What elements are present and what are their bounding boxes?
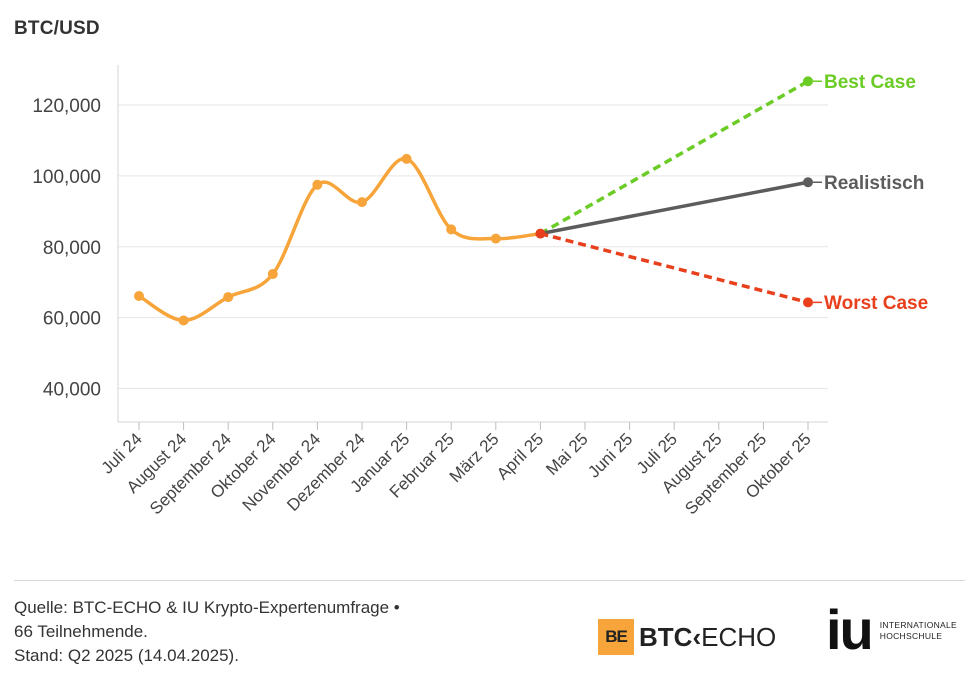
source-note: Quelle: BTC-ECHO & IU Krypto-Expertenumf… [14,596,534,668]
y-tick-label: 80,000 [43,238,101,259]
iu-logo-mark: iu [826,598,874,661]
historical-point [357,197,367,208]
y-tick-label: 60,000 [43,309,101,330]
footer-divider [14,580,965,581]
scenario-end-point [803,177,813,188]
scenario-label: Worst Case [824,293,928,314]
iu-logo-line-2: HOCHSCHULE [879,631,943,641]
iu-logo-line-1: INTERNATIONALE [879,620,958,630]
axes [117,65,828,423]
historical-point [312,179,323,190]
current-point [535,228,546,239]
iu-logo: iu INTERNATIONALE HOCHSCHULE [826,598,957,661]
scenario-label: Best Case [824,72,916,93]
historical-point [178,315,189,326]
historical-line [137,157,543,323]
scenario-line [539,79,809,236]
btc-echo-logo-bold: BTC [639,621,693,652]
y-tick-label: 40,000 [43,380,101,401]
btc-echo-logo-mark: BE [598,619,634,655]
historical-point [134,291,144,302]
scenario-label: Realistisch [824,173,924,194]
x-tick-label: März 25 [446,429,503,486]
series-layer [134,76,813,326]
historical-point [490,233,501,244]
y-tick-label: 100,000 [32,167,101,188]
historical-point [446,224,457,235]
y-tick-label: 120,000 [32,96,101,117]
scenario-end-point [803,76,813,87]
historical-point [223,292,234,303]
scenario-line [539,231,809,305]
y-axis-ticks: 40,000 60,000 80,000 100,000 120,000 [32,96,101,401]
iu-logo-text: INTERNATIONALE HOCHSCHULE [880,620,957,642]
source-line-3: Stand: Q2 2025 (14.04.2025). [14,646,239,665]
btc-echo-logo: BE BTC‹ECHO [598,619,776,655]
btc-echo-logo-arrow: ‹ [692,621,702,652]
historical-point [267,269,278,280]
grid-lines [118,104,828,389]
btc-echo-logo-echo: ECHO [701,621,777,652]
scenario-line [540,180,809,236]
btc-echo-logo-text: BTC‹ECHO [639,622,776,653]
historical-point [401,153,412,164]
line-chart: 40,000 60,000 80,000 100,000 120,000 Juli 24… [32,65,928,518]
scenario-end-point [803,297,813,308]
x-tick-label: April 25 [493,429,547,483]
source-line-2: 66 Teilnehmende. [14,622,148,641]
source-line-1: Quelle: BTC-ECHO & IU Krypto-Expertenumf… [14,598,400,617]
scenario-labels: Best Case Realistisch Worst Case [813,72,928,314]
chart-title: BTC/USD [14,18,100,39]
x-tick-label: Juni 25 [584,429,636,481]
x-tick-label: Mai 25 [542,429,592,479]
